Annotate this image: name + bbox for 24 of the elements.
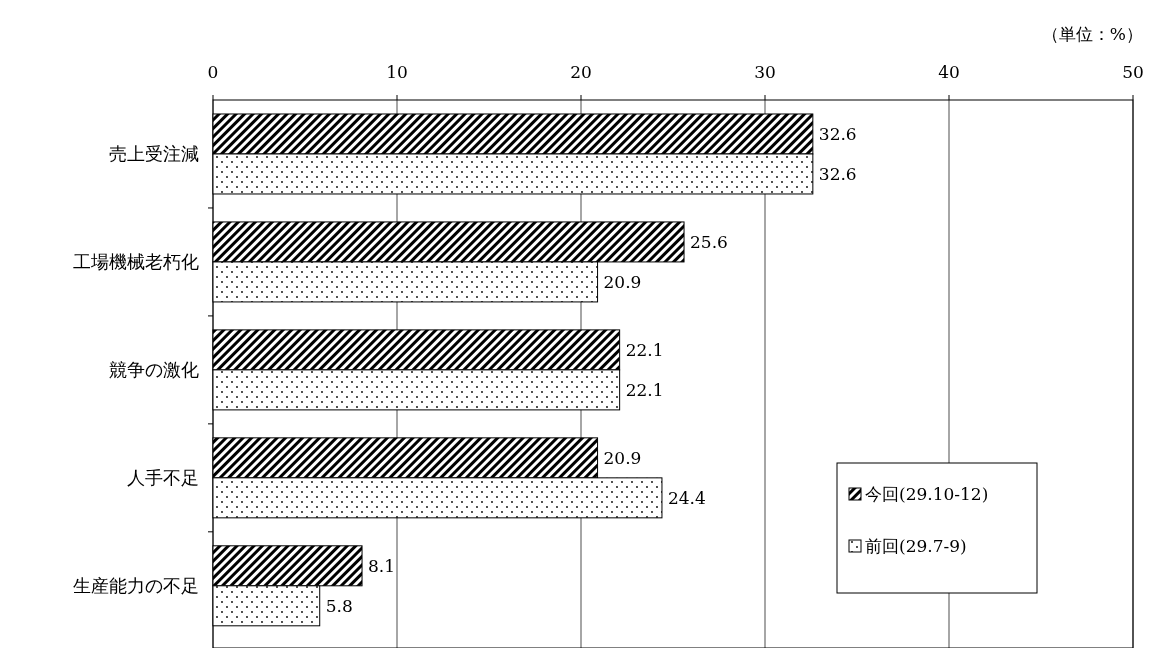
y-tick-label: 工場機械老朽化 bbox=[73, 250, 199, 272]
x-tick-label: 40 bbox=[938, 62, 960, 82]
data-label: 22.1 bbox=[625, 339, 664, 360]
y-tick-label: 売上受注減 bbox=[109, 142, 199, 164]
legend-label: 前回(29.7-9) bbox=[865, 536, 967, 556]
x-tick-label: 30 bbox=[754, 62, 776, 82]
data-label: 22.1 bbox=[625, 379, 664, 400]
legend-label: 今回(29.10-12) bbox=[865, 484, 989, 504]
y-tick-label: 競争の激化 bbox=[109, 358, 199, 380]
data-label: 32.6 bbox=[818, 163, 857, 184]
data-label: 25.6 bbox=[690, 231, 728, 252]
x-tick-label: 10 bbox=[386, 62, 408, 82]
y-tick-label: 生産能力の不足 bbox=[73, 574, 199, 596]
data-label: 24.4 bbox=[667, 487, 706, 508]
data-label: 32.6 bbox=[818, 123, 857, 144]
data-label: 20.9 bbox=[603, 447, 642, 468]
data-label: 8.1 bbox=[368, 555, 396, 576]
x-tick-label: 20 bbox=[570, 62, 592, 82]
x-tick-label: 50 bbox=[1122, 62, 1144, 82]
y-tick-label: 人手不足 bbox=[127, 466, 199, 488]
data-label: 5.8 bbox=[325, 595, 353, 616]
data-label: 20.9 bbox=[603, 271, 642, 292]
x-tick-label: 0 bbox=[207, 62, 219, 82]
text: （単位：%） bbox=[1041, 24, 1143, 44]
